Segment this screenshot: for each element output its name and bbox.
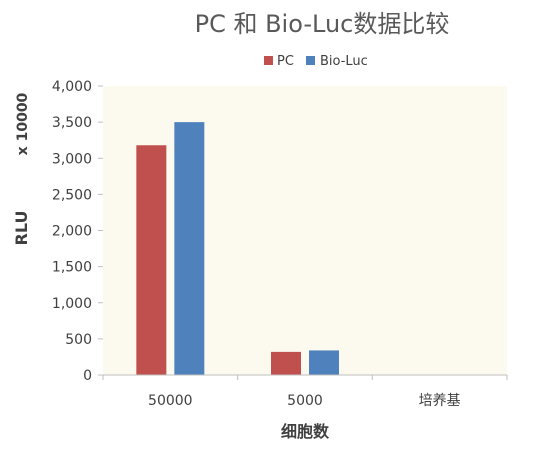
y-tick-label: 4,000 bbox=[52, 79, 92, 95]
bar-bio-luc-0 bbox=[174, 122, 205, 375]
y-axis-multiplier: x 10000 bbox=[15, 92, 31, 155]
y-tick-label: 3,500 bbox=[52, 115, 92, 131]
x-tick-label: 5000 bbox=[287, 393, 323, 409]
y-tick-label: 1,000 bbox=[52, 296, 92, 312]
x-axis-labels: 50000 5000 培养基 bbox=[148, 392, 461, 409]
y-tick-label: 1,500 bbox=[52, 260, 92, 276]
bar-pc-1 bbox=[271, 351, 301, 375]
bar-bio-luc-1 bbox=[309, 350, 339, 375]
x-axis-title: 细胞数 bbox=[281, 422, 330, 441]
y-tick-label: 2,000 bbox=[52, 224, 92, 240]
x-axis-ticks bbox=[102, 375, 508, 380]
bars bbox=[136, 122, 339, 375]
legend-label-pc: PC bbox=[277, 54, 294, 69]
x-tick-label: 50000 bbox=[148, 393, 193, 409]
plot-area bbox=[103, 86, 507, 375]
y-tick-label: 0 bbox=[83, 368, 92, 384]
chart-title: PC 和 Bio-Luc数据比较 bbox=[195, 10, 450, 38]
y-tick-label: 2,500 bbox=[52, 187, 92, 203]
y-tick-label: 3,000 bbox=[52, 151, 92, 167]
y-axis-ticks: 0 500 1,000 1,500 2,000 2,500 3,000 3,500 4,000 bbox=[52, 79, 103, 384]
y-tick-label: 500 bbox=[65, 332, 92, 348]
legend-label-bio-luc: Bio-Luc bbox=[320, 54, 368, 69]
legend-swatch-pc bbox=[264, 56, 273, 65]
y-axis-title: RLU bbox=[12, 211, 31, 246]
legend-swatch-bio-luc bbox=[306, 56, 315, 65]
x-tick-label: 培养基 bbox=[419, 392, 461, 409]
legend: PC Bio-Luc bbox=[264, 54, 368, 69]
bar-pc-0 bbox=[136, 145, 167, 375]
